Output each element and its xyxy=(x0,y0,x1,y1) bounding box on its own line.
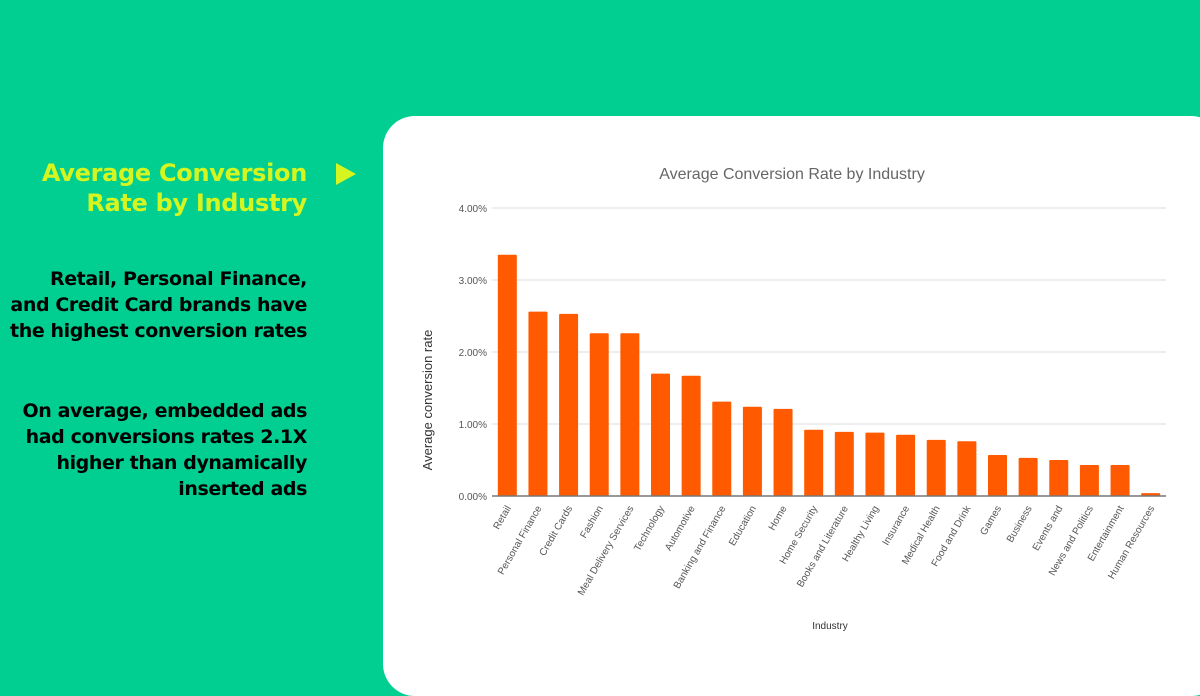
bar xyxy=(926,439,946,496)
bar-chart: Average Conversion Rate by Industry 0.00%… xyxy=(420,166,1166,632)
bar xyxy=(528,311,548,496)
bar xyxy=(651,373,670,496)
x-axis-label: Industry xyxy=(812,621,848,632)
x-tick-label: Technology xyxy=(632,504,667,553)
headline: Average Conversion Rate by Industry xyxy=(41,159,307,217)
y-tick-label: 2.00% xyxy=(459,348,487,359)
bar xyxy=(896,434,916,496)
bar xyxy=(804,429,824,496)
bar xyxy=(1018,457,1038,496)
x-tick-label: Insurance xyxy=(881,504,913,548)
bar xyxy=(712,401,732,496)
bar xyxy=(1079,465,1099,496)
y-axis-label: Average conversion rate xyxy=(420,330,435,471)
bar xyxy=(742,406,762,496)
bar xyxy=(865,432,885,496)
x-tick-label: Home xyxy=(767,504,790,533)
bar xyxy=(988,454,1007,496)
bar xyxy=(559,313,579,496)
bar xyxy=(681,375,701,496)
bar xyxy=(497,254,517,496)
x-tick-label: Retail xyxy=(492,504,514,532)
y-tick-label: 4.00% xyxy=(459,204,487,215)
x-tick-label: Credit Cards xyxy=(538,504,576,558)
y-tick-label: 1.00% xyxy=(459,420,487,431)
y-tick-label: 0.00% xyxy=(459,492,487,503)
bar xyxy=(620,333,640,496)
x-tick-label: Fashion xyxy=(579,504,606,540)
y-tick-label: 3.00% xyxy=(459,276,487,287)
bar xyxy=(957,441,977,496)
x-tick-label: Education xyxy=(727,504,759,548)
bar xyxy=(773,408,793,496)
bar xyxy=(1110,465,1130,496)
play-triangle-icon xyxy=(336,163,356,185)
chart-title: Average Conversion Rate by Industry xyxy=(659,166,925,183)
x-tick-label: Automotive xyxy=(663,504,698,553)
x-tick-label: Games xyxy=(978,504,1004,537)
bar xyxy=(589,333,609,496)
x-tick-label: Events and xyxy=(1031,504,1066,553)
key-point-2: On average, embedded ads had conversions… xyxy=(22,400,307,500)
key-point-1: Retail, Personal Finance, and Credit Car… xyxy=(10,268,307,342)
chart-card xyxy=(383,116,1200,696)
bar xyxy=(1049,460,1069,496)
bar xyxy=(834,431,854,496)
x-tick-label: Meal Delivery Services xyxy=(576,504,636,598)
x-tick-label: Business xyxy=(1005,504,1035,545)
